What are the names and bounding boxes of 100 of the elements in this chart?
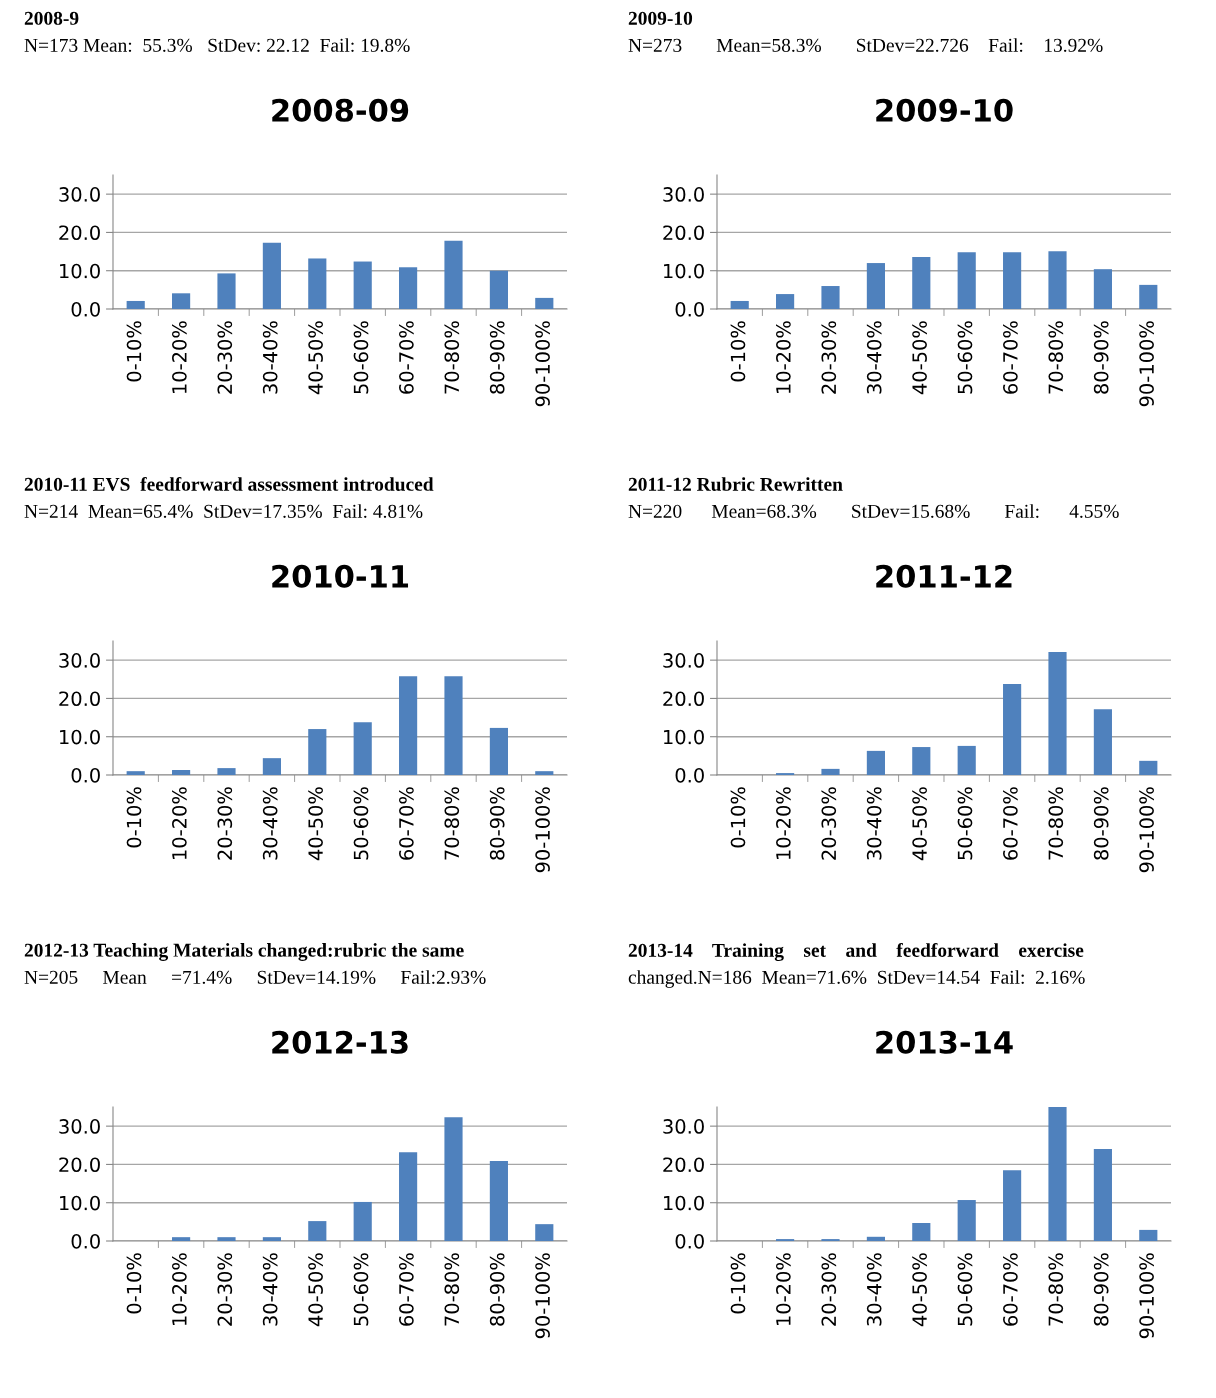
x-tick-label: 90-100%: [1139, 1253, 1154, 1339]
bar: [444, 676, 463, 775]
bar: [535, 297, 554, 309]
bar: [217, 1237, 236, 1241]
y-tick-label: 0.0: [71, 301, 100, 317]
x-tick-label: 70-80%: [1048, 1253, 1064, 1326]
x-tick-label: 0-10%: [126, 1253, 142, 1314]
bar: [1003, 252, 1022, 309]
text: N=173 Mean: 55.3% StDev: 22.12 Fail: 19.8%: [24, 38, 410, 52]
bar: [912, 256, 931, 309]
x-tick-label: 90-100%: [1139, 321, 1154, 407]
bar: [866, 750, 885, 775]
bar: [535, 1224, 554, 1241]
y-tick-label: 30.0: [59, 653, 100, 668]
bar: [1093, 269, 1112, 309]
bar: [1139, 284, 1158, 309]
bar: [172, 293, 191, 309]
y-tick-label: 10.0: [60, 1195, 100, 1211]
bar: [489, 727, 508, 775]
y-tick-label: 30.0: [663, 1119, 704, 1134]
x-tick-label: 60-70%: [399, 1253, 414, 1326]
x-tick-label: 70-80%: [1048, 321, 1064, 394]
bar: [912, 1223, 931, 1241]
bar: [262, 1237, 281, 1241]
bar: [535, 771, 554, 775]
x-tick-label: 70-80%: [1048, 787, 1064, 860]
chart-title: 2013-14: [876, 1030, 1013, 1054]
x-tick-label: 30-40%: [866, 321, 882, 394]
chart-title: 2008-09: [272, 98, 409, 122]
x-tick-label: 90-100%: [535, 321, 550, 407]
bar: [821, 286, 840, 309]
bar: [1048, 1107, 1067, 1241]
bar: [489, 1160, 508, 1241]
x-tick-label: 0-10%: [126, 321, 142, 382]
bar: [1048, 652, 1067, 775]
chart-title: 2012-13: [272, 1030, 408, 1054]
x-tick-label: 0-10%: [730, 787, 746, 848]
y-tick-label: 10.0: [664, 1195, 704, 1211]
y-tick-label: 30.0: [663, 653, 704, 668]
text: N=214 Mean=65.4% StDev=17.35% Fail: 4.81%: [24, 504, 423, 518]
bar: [1003, 1170, 1022, 1241]
x-tick-label: 50-60%: [957, 321, 973, 394]
bar: [353, 722, 372, 775]
x-tick-label: 60-70%: [1003, 321, 1018, 394]
x-tick-label: 80-90%: [1093, 1253, 1109, 1326]
x-tick-label: 30-40%: [866, 787, 882, 860]
bar: [821, 768, 840, 775]
bar: [776, 294, 795, 309]
x-tick-label: 90-100%: [1139, 787, 1154, 873]
x-tick-label: 60-70%: [399, 321, 414, 394]
bar: [308, 729, 327, 775]
y-tick-label: 0.0: [675, 1233, 704, 1249]
y-tick-label: 20.0: [59, 691, 100, 707]
x-tick-label: 80-90%: [489, 787, 505, 860]
x-tick-label: 40-50%: [308, 787, 323, 861]
bar: [1048, 251, 1067, 309]
y-tick-label: 10.0: [664, 263, 704, 279]
x-tick-label: 0-10%: [730, 1253, 746, 1314]
x-tick-label: 40-50%: [308, 1253, 323, 1327]
x-tick-label: 40-50%: [308, 321, 323, 395]
x-tick-label: 40-50%: [912, 787, 927, 861]
y-tick-label: 10.0: [664, 729, 704, 745]
text: N=220 Mean=68.3% StDev=15.68% Fail: 4.55%: [628, 504, 1119, 518]
bar: [444, 240, 463, 309]
x-tick-label: 10-20%: [776, 787, 791, 859]
x-tick-label: 40-50%: [912, 321, 927, 395]
chart-subtitle: 2013-14 Training set and feedforward exercise: [628, 943, 1084, 961]
text: N=273 Mean=58.3% StDev=22.726 Fail: 13.92%: [628, 38, 1103, 52]
x-tick-label: 50-60%: [353, 321, 369, 394]
y-tick-label: 20.0: [663, 1157, 704, 1173]
x-tick-label: 20-30%: [217, 321, 233, 394]
bar: [308, 258, 327, 309]
x-tick-label: 90-100%: [535, 1253, 550, 1339]
y-tick-label: 0.0: [71, 767, 100, 783]
bar: [866, 263, 885, 309]
x-tick-label: 30-40%: [866, 1253, 882, 1326]
x-tick-label: 50-60%: [353, 787, 369, 860]
x-tick-label: 50-60%: [957, 1253, 973, 1326]
x-tick-label: 20-30%: [821, 1253, 837, 1326]
x-tick-label: 30-40%: [262, 1253, 278, 1326]
x-tick-label: 30-40%: [262, 321, 278, 394]
x-tick-label: 70-80%: [444, 1253, 460, 1326]
x-tick-label: 50-60%: [957, 787, 973, 860]
y-tick-label: 0.0: [675, 767, 704, 783]
bar: [912, 747, 931, 775]
text: changed.N=186 Mean=71.6% StDev=14.54 Fail: 2.16%: [628, 970, 1085, 988]
x-tick-label: 10-20%: [776, 1253, 791, 1325]
y-tick-label: 20.0: [59, 1157, 100, 1173]
bar: [957, 745, 976, 775]
bar: [172, 770, 191, 775]
chart-subtitle: 2010-11 EVS feedforward assessment introduced: [24, 476, 434, 491]
bar: [399, 1152, 418, 1241]
bar: [730, 300, 749, 309]
bar: [444, 1117, 463, 1241]
chart-subtitle: 2011-12 Rubric Rewritten: [628, 477, 843, 491]
x-tick-label: 0-10%: [730, 321, 746, 382]
chart-title: 2009-10: [876, 98, 1013, 122]
x-tick-label: 60-70%: [1003, 1253, 1018, 1326]
x-tick-label: 10-20%: [172, 1253, 187, 1325]
x-tick-label: 0-10%: [126, 787, 142, 848]
